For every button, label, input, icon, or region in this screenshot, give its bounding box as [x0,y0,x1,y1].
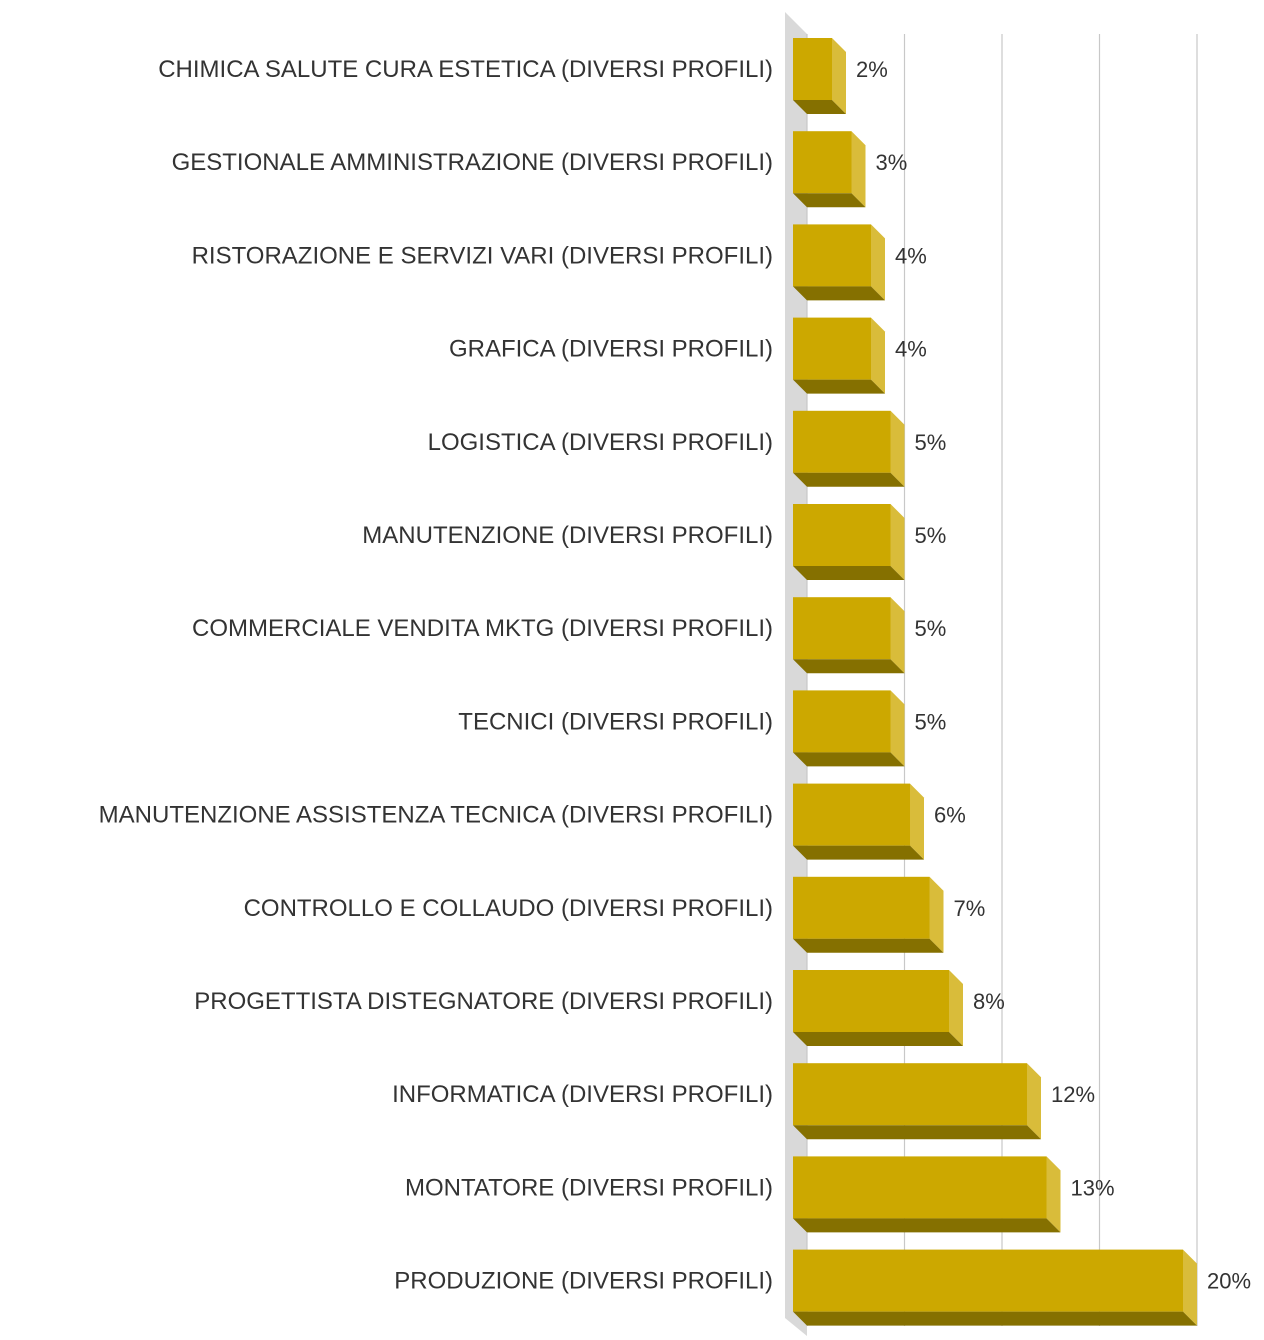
category-label: TECNICI (DIVERSI PROFILI) [458,708,773,735]
bar-front [793,1063,1027,1126]
bar-bottom [793,379,885,394]
bar-front [793,38,832,100]
bar [793,224,885,301]
bar-side [890,504,905,580]
category-label: GRAFICA (DIVERSI PROFILI) [449,336,773,363]
bar [793,690,905,767]
value-label: 2% [856,57,888,82]
bar-bottom [793,938,944,953]
bar-front [793,970,949,1032]
bar-side [890,690,905,767]
bar-front [793,504,891,566]
category-label: PROGETTISTA DISTEGNATORE (DIVERSI PROFIL… [194,988,773,1015]
bar-bottom [793,659,905,674]
bar-bottom [793,100,846,114]
bar-bottom [793,845,924,860]
category-label: MANUTENZIONE ASSISTENZA TECNICA (DIVERSI… [99,802,773,829]
bar-bottom [793,752,905,767]
bar [793,597,905,674]
value-label: 5% [915,523,947,548]
back-wall [785,12,807,1336]
bar [793,410,905,487]
value-label: 7% [954,896,986,921]
bar-front [793,876,930,939]
value-label: 13% [1071,1175,1115,1200]
value-label: 6% [934,803,966,828]
value-label: 5% [915,616,947,641]
bar-side [890,410,905,487]
bar [793,1156,1061,1233]
bar-side [1183,1249,1197,1326]
category-label: COMMERCIALE VENDITA MKTG (DIVERSI PROFIL… [192,615,773,642]
bar [793,504,905,580]
bar [793,1249,1197,1326]
category-label: INFORMATICA (DIVERSI PROFILI) [392,1081,773,1108]
bars-group [793,38,1197,1326]
bar-side [871,317,885,394]
bar-front [793,783,910,846]
category-label: GESTIONALE AMMINISTRAZIONE (DIVERSI PROF… [172,149,773,176]
bar [793,876,944,953]
category-label: CHIMICA SALUTE CURA ESTETICA (DIVERSI PR… [158,56,773,83]
value-labels: 2% 3% 4% 4% 5% 5% 5% 5% 6% 7% 8% 12% 13% 20% [856,57,1251,1294]
bar-side [871,224,885,301]
bar-front [793,131,852,194]
bar [793,38,846,114]
bar [793,1063,1041,1140]
bar-bottom [793,1311,1197,1326]
value-label: 8% [973,989,1005,1014]
bar-front [793,317,871,380]
bar-bottom [793,1125,1041,1140]
category-label: RISTORAZIONE E SERVIZI VARI (DIVERSI PRO… [192,242,773,269]
value-label: 5% [915,709,947,734]
category-labels: CHIMICA SALUTE CURA ESTETICA (DIVERSI PR… [99,56,773,1295]
value-label: 3% [876,150,908,175]
value-label: 20% [1207,1269,1251,1294]
bar-side [851,131,866,208]
bar-bottom [793,472,905,487]
bar-side [1046,1156,1061,1233]
value-label: 4% [895,337,927,362]
category-label: MONTATORE (DIVERSI PROFILI) [405,1174,773,1201]
bar-bottom [793,566,905,580]
bar-side [929,876,944,953]
bar-side [832,38,846,114]
bar-front [793,224,871,287]
bar-side [910,783,924,860]
bar [793,131,866,208]
bar-front [793,1156,1047,1219]
bar-front [793,1249,1183,1312]
chart-back-wall [785,12,807,1336]
bar-front [793,410,891,473]
bar-side [949,970,963,1046]
bar-front [793,597,891,660]
bar [793,970,963,1046]
bar [793,783,924,860]
bar [793,317,885,394]
bar-bottom [793,193,866,208]
value-label: 12% [1051,1082,1095,1107]
value-label: 5% [915,430,947,455]
bar-front [793,690,891,753]
bar-side [890,597,905,674]
bar-side [1027,1063,1041,1140]
bar-bottom [793,286,885,301]
category-label: MANUTENZIONE (DIVERSI PROFILI) [362,522,773,549]
category-label: LOGISTICA (DIVERSI PROFILI) [428,429,773,456]
category-label: PRODUZIONE (DIVERSI PROFILI) [394,1268,773,1295]
bar-bottom [793,1218,1061,1233]
bar-bottom [793,1032,963,1046]
value-label: 4% [895,243,927,268]
category-label: CONTROLLO E COLLAUDO (DIVERSI PROFILI) [244,895,773,922]
